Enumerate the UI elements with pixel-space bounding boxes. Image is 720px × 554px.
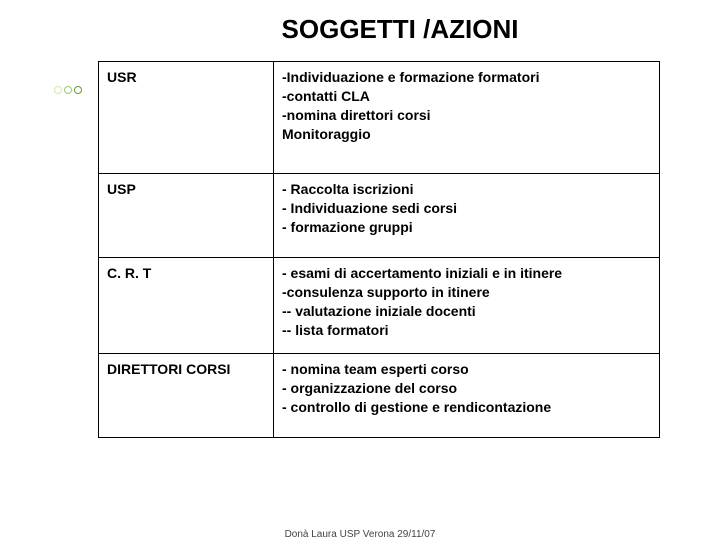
bullet-dot-icon [74,86,82,94]
subject-cell: USR [99,62,274,174]
action-line: - nomina team esperti corso [282,360,651,379]
action-line: - controllo di gestione e rendicontazion… [282,398,651,417]
title-bullet-decor [54,86,82,94]
actions-cell: - Raccolta iscrizioni - Individuazione s… [274,174,660,258]
action-line: -- lista formatori [282,321,651,340]
subjects-actions-table: USR -Individuazione e formazione formato… [98,61,660,438]
content-table-wrapper: USR -Individuazione e formazione formato… [98,61,660,438]
action-line: -nomina direttori corsi [282,106,651,125]
table-row: C. R. T - esami di accertamento iniziali… [99,258,660,354]
subject-cell: C. R. T [99,258,274,354]
action-line: - organizzazione del corso [282,379,651,398]
bullet-dot-icon [64,86,72,94]
subject-cell: USP [99,174,274,258]
table-row: USP - Raccolta iscrizioni - Individuazio… [99,174,660,258]
footer-text: Donà Laura USP Verona 29/11/07 [0,529,720,540]
actions-cell: - nomina team esperti corso - organizzaz… [274,354,660,438]
table-row: USR -Individuazione e formazione formato… [99,62,660,174]
actions-cell: - esami di accertamento iniziali e in it… [274,258,660,354]
action-line: - esami di accertamento iniziali e in it… [282,264,651,283]
table-row: DIRETTORI CORSI - nomina team esperti co… [99,354,660,438]
action-line: -consulenza supporto in itinere [282,283,651,302]
action-line: - Raccolta iscrizioni [282,180,651,199]
action-line: -Individuazione e formazione formatori [282,68,651,87]
action-line: -contatti CLA [282,87,651,106]
bullet-dot-icon [54,86,62,94]
actions-cell: -Individuazione e formazione formatori -… [274,62,660,174]
subject-cell: DIRETTORI CORSI [99,354,274,438]
page-title: SOGGETTI /AZIONI [0,14,720,45]
action-line: Monitoraggio [282,125,651,144]
action-line: - formazione gruppi [282,218,651,237]
action-line: - Individuazione sedi corsi [282,199,651,218]
action-line: -- valutazione iniziale docenti [282,302,651,321]
